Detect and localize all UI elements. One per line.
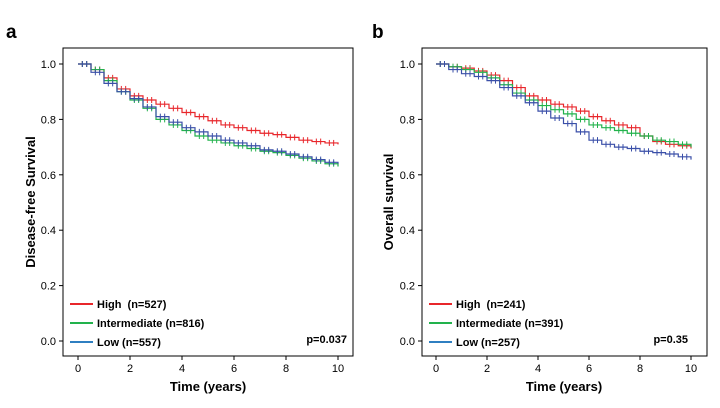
y-tick-label: 0.0 xyxy=(41,336,56,348)
plot-frame xyxy=(421,47,708,357)
p-value: p=0.35 xyxy=(653,334,688,346)
x-axis-title: Time (years) xyxy=(526,379,602,394)
legend-label-low: Low (n=257) xyxy=(456,337,520,349)
y-axis-title: Disease-free Survival xyxy=(23,136,38,268)
y-tick-label: 0.6 xyxy=(400,170,415,182)
y-tick-label: 0.2 xyxy=(400,281,415,293)
y-tick-label: 0.8 xyxy=(41,114,56,126)
legend-label-low: Low (n=557) xyxy=(97,337,161,349)
y-tick-label: 0.2 xyxy=(41,281,56,293)
y-axis-title: Overall survival xyxy=(381,154,396,251)
x-tick-label: 2 xyxy=(484,363,490,375)
x-axis: 0 2 4 6 8 10 xyxy=(433,356,697,375)
y-tick-label: 0.6 xyxy=(41,170,56,182)
x-tick-label: 4 xyxy=(535,363,541,375)
x-tick-label: 0 xyxy=(433,363,439,375)
x-tick-label: 8 xyxy=(637,363,643,375)
x-tick-label: 6 xyxy=(231,363,237,375)
y-tick-label: 0.8 xyxy=(400,114,415,126)
legend: High (n=241) Intermediate (n=391) Low (n… xyxy=(429,299,564,349)
y-tick-label: 1.0 xyxy=(41,59,56,71)
x-tick-label: 10 xyxy=(685,363,697,375)
legend: High (n=527) Intermediate (n=816) Low (n… xyxy=(70,299,205,349)
y-axis: 0.0 0.2 0.4 0.6 0.8 1.0 xyxy=(41,59,63,348)
y-tick-label: 0.4 xyxy=(41,225,56,237)
panel-letter: b xyxy=(372,22,384,43)
x-tick-label: 4 xyxy=(179,363,185,375)
panel-letter: a xyxy=(6,22,17,43)
p-value: p=0.037 xyxy=(306,334,347,346)
x-tick-label: 10 xyxy=(332,363,344,375)
legend-label-high: High (n=241) xyxy=(456,299,526,311)
legend-label-intermediate: Intermediate (n=391) xyxy=(456,318,564,330)
x-tick-label: 0 xyxy=(75,363,81,375)
x-tick-label: 8 xyxy=(283,363,289,375)
survival-curves xyxy=(78,61,339,167)
survival-curves xyxy=(436,61,692,160)
legend-label-intermediate: Intermediate (n=816) xyxy=(97,318,205,330)
y-tick-label: 0.0 xyxy=(400,336,415,348)
panel-b: b 0 2 4 6 8 10 0.0 0.2 0.4 0.6 0.8 1.0 Time (years… xyxy=(372,22,708,394)
x-axis: 0 2 4 6 8 10 xyxy=(75,356,344,375)
y-axis: 0.0 0.2 0.4 0.6 0.8 1.0 xyxy=(400,59,422,348)
x-tick-label: 2 xyxy=(127,363,133,375)
legend-label-high: High (n=527) xyxy=(97,299,167,311)
x-axis-title: Time (years) xyxy=(170,379,246,394)
x-tick-label: 6 xyxy=(586,363,592,375)
panel-a: a 0 2 4 6 8 10 0.0 0.2 0.4 0.6 0.8 1.0 Time (years… xyxy=(6,22,354,394)
plot-frame xyxy=(62,47,354,357)
y-tick-label: 0.4 xyxy=(400,225,415,237)
y-tick-label: 1.0 xyxy=(400,59,415,71)
